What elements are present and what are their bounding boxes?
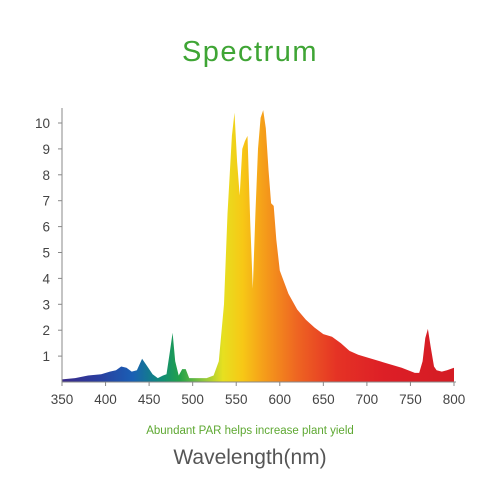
x-tick-label: 550 xyxy=(225,392,248,407)
spectrum-area xyxy=(62,110,454,382)
y-tick-label: 8 xyxy=(42,168,50,183)
x-tick-label: 750 xyxy=(399,392,422,407)
y-tick-label: 6 xyxy=(42,220,50,235)
y-tick-group: 1 2 3 4 5 6 7 8 9 10 xyxy=(35,116,62,364)
y-tick-label: 2 xyxy=(42,323,50,338)
y-tick-label: 7 xyxy=(42,194,50,209)
x-tick-label: 800 xyxy=(443,392,466,407)
y-tick-label: 9 xyxy=(42,142,50,157)
x-tick-label: 400 xyxy=(94,392,117,407)
x-tick-label: 350 xyxy=(51,392,74,407)
y-tick-label: 10 xyxy=(35,116,50,131)
x-tick-label: 500 xyxy=(181,392,204,407)
y-tick-label: 3 xyxy=(42,297,50,312)
y-tick-label: 4 xyxy=(42,271,50,286)
x-axis-label: Wavelength(nm) xyxy=(173,446,327,469)
x-tick-label: 650 xyxy=(312,392,335,407)
x-tick-label: 700 xyxy=(356,392,379,407)
x-tick-group: 350 400 450 500 550 600 650 700 750 800 xyxy=(51,382,466,407)
x-tick-label: 450 xyxy=(138,392,161,407)
chart-caption: Abundant PAR helps increase plant yield xyxy=(146,425,354,437)
x-tick-label: 600 xyxy=(269,392,292,407)
y-tick-label: 5 xyxy=(42,246,50,261)
chart-title: Spectrum xyxy=(181,36,319,68)
y-tick-label: 1 xyxy=(42,349,50,364)
